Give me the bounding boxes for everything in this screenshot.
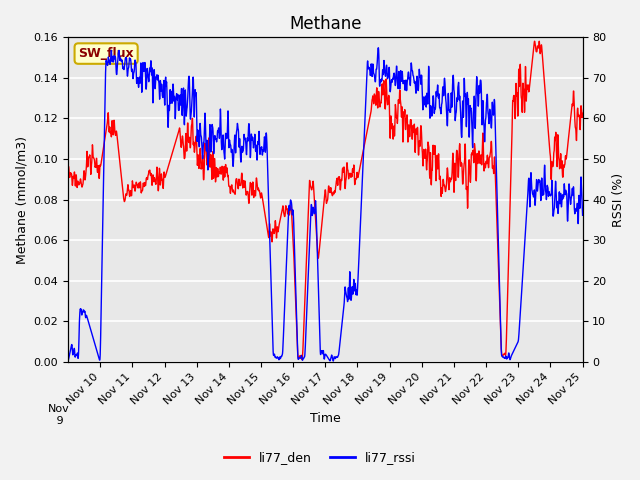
Y-axis label: Methane (mmol/m3): Methane (mmol/m3): [15, 135, 28, 264]
Legend: li77_den, li77_rssi: li77_den, li77_rssi: [219, 446, 421, 469]
Y-axis label: RSSI (%): RSSI (%): [612, 172, 625, 227]
Text: SW_flux: SW_flux: [78, 47, 134, 60]
Text: Nov
 9: Nov 9: [47, 404, 69, 426]
Title: Methane: Methane: [289, 15, 362, 33]
X-axis label: Time: Time: [310, 412, 340, 425]
